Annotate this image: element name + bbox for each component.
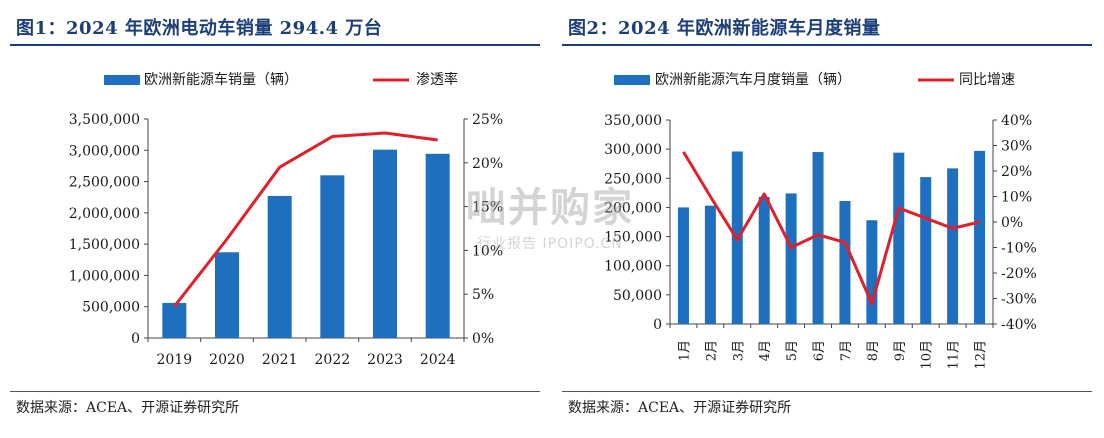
bar: [320, 175, 345, 338]
x-tick-label: 1月: [677, 340, 692, 361]
x-tick-label: 3月: [731, 340, 746, 361]
source-note: 数据来源：ACEA、开源证券研究所: [568, 400, 792, 416]
y-right-tick-label: 5%: [472, 287, 494, 303]
y-left-tick-label: 300,000: [604, 142, 662, 158]
chart-1-svg: 欧洲新能源车销量（辆） 渗透率 0 500,000 1,000,000 1,500,000…: [69, 71, 503, 368]
bar: [920, 177, 932, 324]
title-rule: [562, 44, 1092, 46]
y-left-tick-label: 2,500,000: [69, 175, 140, 191]
chart-title: 图1：2024 年欧洲电动车销量 294.4 万台: [16, 18, 383, 39]
y-right-tick-label: -10%: [1001, 241, 1037, 257]
x-tick-label: 4月: [758, 340, 773, 361]
series-line: [682, 151, 980, 306]
y-left-tick-label: 100,000: [604, 259, 662, 275]
y-right-tick-label: 0%: [472, 331, 494, 347]
bar: [785, 193, 797, 324]
y-right-tick-label: -20%: [1001, 266, 1037, 282]
bar: [866, 220, 878, 324]
y-left-tick-label: 150,000: [604, 230, 662, 246]
y-right-tick-label: 10%: [472, 243, 503, 259]
legend-line-label: 渗透率: [416, 71, 458, 88]
legend-bar-label: 欧洲新能源车销量（辆）: [144, 71, 298, 88]
legend-line-label: 同比增速: [959, 72, 1015, 88]
bar: [425, 153, 450, 338]
x-tick-label: 10月: [920, 340, 935, 370]
x-tick-label: 2021: [262, 352, 298, 368]
x-tick-label: 7月: [839, 340, 854, 361]
bar: [947, 168, 959, 324]
y-left-tick-label: 0: [653, 317, 662, 333]
y-right-tick-label: -30%: [1001, 292, 1037, 308]
x-tick-label: 12月: [974, 340, 989, 370]
x-tick-label: 11月: [947, 340, 962, 370]
legend-bar-swatch: [104, 75, 140, 85]
y-right-tick-label: -40%: [1001, 317, 1037, 333]
y-right-tick-label: 20%: [1001, 164, 1032, 180]
x-tick-label: 9月: [893, 340, 908, 361]
bar: [893, 152, 905, 324]
y-left-tick-label: 350,000: [604, 113, 662, 129]
chart-panel-2: 图2：2024 年欧洲新能源车月度销量 欧洲新能源汽车月度销量（辆） 同比增速 0 5…: [552, 0, 1104, 438]
y-left-tick-label: 1,500,000: [69, 237, 140, 253]
y-left-tick-label: 1,000,000: [69, 268, 140, 284]
y-right-tick-label: 20%: [472, 156, 503, 172]
y-right-tick-label: 10%: [1001, 190, 1032, 206]
bar: [267, 195, 292, 338]
y-right-tick-label: 40%: [1001, 113, 1032, 129]
y-left-tick-label: 2,000,000: [69, 206, 140, 222]
y-right-tick-label: 30%: [1001, 139, 1032, 155]
x-tick-label: 6月: [812, 340, 827, 361]
x-tick-label: 8月: [866, 340, 881, 361]
source-rule: [10, 391, 540, 392]
y-left-tick-label: 250,000: [604, 171, 662, 187]
y-right-tick-label: 15%: [472, 200, 503, 216]
x-tick-label: 2024: [420, 352, 456, 368]
y-left-tick-label: 500,000: [82, 300, 140, 316]
legend-bar-label: 欧洲新能源汽车月度销量（辆）: [655, 71, 851, 88]
legend-bar-swatch: [614, 75, 650, 85]
bar: [162, 302, 187, 338]
source-rule: [562, 391, 1092, 392]
x-tick-label: 2020: [209, 352, 245, 368]
x-tick-label: 2019: [157, 352, 193, 368]
x-tick-label: 5月: [785, 340, 800, 361]
bar: [373, 149, 397, 338]
bar: [215, 252, 239, 338]
chart-2-svg: 欧洲新能源汽车月度销量（辆） 同比增速 0 50,000 100,000 150,000 2…: [604, 71, 1037, 370]
bar: [812, 152, 824, 324]
chart-title: 图2：2024 年欧洲新能源车月度销量: [568, 18, 881, 39]
y-left-tick-label: 3,000,000: [69, 143, 140, 159]
bar: [677, 207, 689, 324]
title-rule: [10, 44, 540, 46]
chart-panel-1: 图1：2024 年欧洲电动车销量 294.4 万台 欧洲新能源车销量（辆） 渗透率…: [10, 18, 540, 416]
bar: [758, 196, 770, 324]
bar: [704, 205, 716, 324]
x-tick-label: 2月: [704, 340, 719, 361]
x-tick-label: 2022: [315, 352, 351, 368]
y-right-tick-label: 25%: [472, 112, 503, 128]
bar: [839, 201, 851, 324]
series-line: [173, 131, 438, 308]
x-tick-label: 2023: [367, 352, 403, 368]
y-right-tick-label: 0%: [1001, 215, 1023, 231]
y-left-tick-label: 200,000: [604, 200, 662, 216]
y-left-tick-label: 50,000: [613, 288, 662, 304]
source-note: 数据来源：ACEA、开源证券研究所: [16, 400, 240, 416]
y-left-tick-label: 3,500,000: [69, 112, 140, 128]
bar: [974, 150, 986, 324]
y-left-tick-label: 0: [131, 331, 140, 347]
